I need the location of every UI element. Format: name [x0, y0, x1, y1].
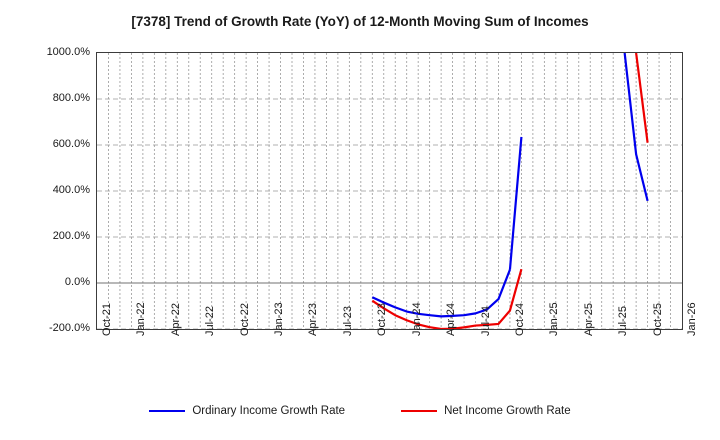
series-line [371, 268, 523, 329]
data-series-lines [371, 53, 649, 329]
plot-area [96, 52, 683, 330]
x-tick-label: Jul-23 [341, 306, 354, 336]
legend-label: Ordinary Income Growth Rate [192, 405, 346, 417]
chart-legend: Ordinary Income Growth Rate Net Income Gr… [0, 405, 720, 417]
y-tick-label: 200.0% [52, 230, 90, 242]
y-tick-label: 800.0% [52, 92, 90, 104]
x-tick-label: Oct-24 [513, 302, 526, 336]
x-tick-label: Jul-24 [479, 306, 492, 336]
x-tick-label: Jul-25 [617, 306, 630, 336]
x-tick-label: Apr-22 [169, 302, 182, 336]
x-tick-label: Jan-23 [273, 302, 286, 336]
x-tick-label: Jul-22 [204, 306, 217, 336]
y-tick-label: 400.0% [52, 184, 90, 196]
x-tick-label: Apr-23 [307, 302, 320, 336]
x-tick-label: Oct-22 [238, 302, 251, 336]
x-tick-label: Jan-26 [686, 302, 698, 336]
y-axis-labels: 1000.0% 800.0% 600.0% 400.0% 200.0% 0.0% -200.… [0, 0, 90, 440]
y-tick-label: 0.0% [64, 276, 90, 288]
legend-label: Net Income Growth Rate [444, 405, 571, 417]
legend-line-swatch [149, 410, 186, 412]
x-tick-label: Oct-21 [101, 302, 113, 336]
legend-entry[interactable]: Net Income Growth Rate [401, 405, 571, 417]
x-tick-label: Jan-25 [548, 302, 561, 336]
series-line [508, 136, 523, 270]
x-tick-label: Oct-23 [376, 302, 389, 336]
x-tick-label: Apr-24 [445, 302, 458, 336]
series-line [371, 269, 511, 318]
x-tick-label: Oct-25 [651, 302, 664, 336]
plot-canvas [97, 53, 682, 329]
x-tick-label: Apr-25 [582, 302, 595, 336]
horizontal-gridlines [97, 98, 682, 329]
y-tick-label: 1000.0% [46, 46, 90, 58]
x-tick-label: Jan-22 [135, 302, 148, 336]
x-tick-label: Jan-24 [410, 302, 423, 336]
y-tick-label: 600.0% [52, 138, 90, 150]
series-line [623, 53, 649, 202]
y-tick-label: -200.0% [49, 322, 90, 334]
series-line [635, 53, 649, 143]
legend-line-swatch [401, 410, 438, 412]
chart-title: [7378] Trend of Growth Rate (YoY) of 12-… [131, 14, 589, 29]
legend-entry[interactable]: Ordinary Income Growth Rate [149, 405, 345, 417]
